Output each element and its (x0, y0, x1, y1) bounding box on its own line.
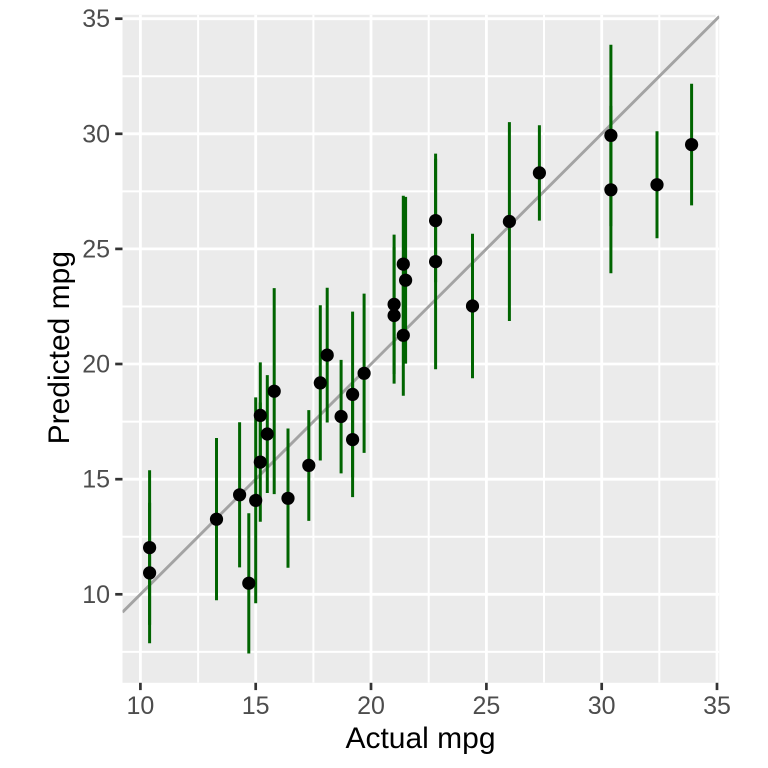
svg-text:35: 35 (703, 692, 731, 720)
svg-text:30: 30 (82, 120, 110, 148)
svg-text:20: 20 (357, 692, 385, 720)
svg-text:30: 30 (588, 692, 616, 720)
svg-text:35: 35 (82, 5, 110, 33)
svg-text:Actual mpg: Actual mpg (345, 722, 495, 755)
svg-text:20: 20 (82, 351, 110, 379)
svg-text:10: 10 (82, 581, 110, 609)
svg-text:10: 10 (126, 692, 154, 720)
svg-text:25: 25 (472, 692, 500, 720)
svg-text:25: 25 (82, 235, 110, 263)
svg-text:15: 15 (82, 466, 110, 494)
svg-text:15: 15 (242, 692, 270, 720)
svg-text:Predicted mpg: Predicted mpg (43, 251, 76, 444)
